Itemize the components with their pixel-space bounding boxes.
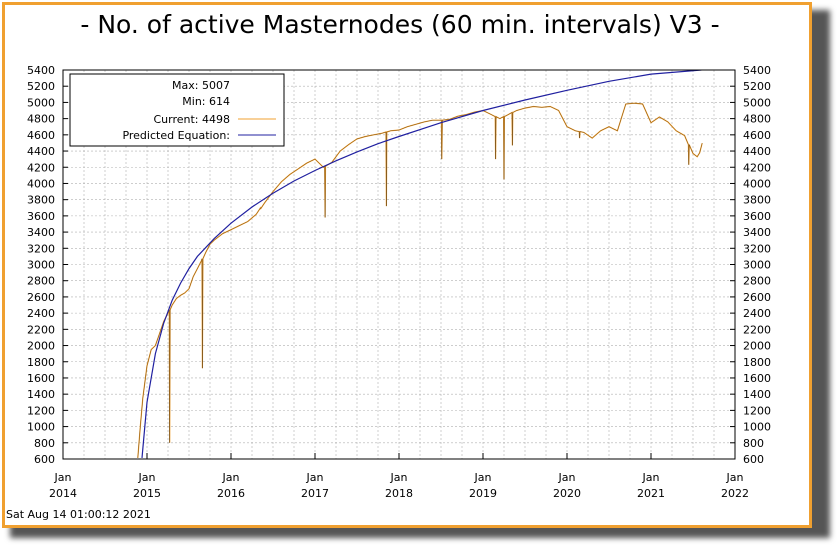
- y-tick-label-left: 2000: [27, 340, 55, 353]
- y-tick-label-left: 3000: [27, 259, 55, 272]
- x-tick-year: 2014: [49, 487, 77, 500]
- y-tick-label-left: 4000: [27, 177, 55, 190]
- legend-box: [69, 73, 285, 147]
- x-tick-month: Jan: [138, 471, 156, 484]
- x-tick-year: 2020: [553, 487, 581, 500]
- x-tick-month: Jan: [642, 471, 660, 484]
- y-tick-label-left: 3800: [27, 194, 55, 207]
- axis-ticks: 600 600 800 800 1000 1000 1200 1200 1400 1400 1600…: [27, 64, 771, 500]
- series-layer: [137, 70, 703, 458]
- x-tick-year: 2015: [133, 487, 161, 500]
- y-tick-label-right: 2200: [743, 323, 771, 336]
- legend-min: Min: 614: [182, 95, 230, 108]
- y-tick-label-left: 5000: [27, 96, 55, 109]
- y-tick-label-left: 1600: [27, 372, 55, 385]
- predicted-series: [141, 70, 702, 458]
- x-tick-month: Jan: [390, 471, 408, 484]
- y-tick-label-right: 4800: [743, 113, 771, 126]
- y-tick-label-right: 1600: [743, 372, 771, 385]
- y-tick-label-right: 2600: [743, 291, 771, 304]
- y-tick-label-right: 3800: [743, 194, 771, 207]
- y-tick-label-left: 4800: [27, 113, 55, 126]
- x-tick-year: 2016: [217, 487, 245, 500]
- y-tick-label-right: 2400: [743, 307, 771, 320]
- y-tick-label-left: 4200: [27, 161, 55, 174]
- y-tick-label-left: 4400: [27, 145, 55, 158]
- y-tick-label-right: 3600: [743, 210, 771, 223]
- y-tick-label-right: 1200: [743, 404, 771, 417]
- y-tick-label-left: 1000: [27, 421, 55, 434]
- x-tick-year: 2018: [385, 487, 413, 500]
- y-tick-label-left: 2800: [27, 275, 55, 288]
- x-tick-year: 2017: [301, 487, 329, 500]
- legend: Max: 5007 Min: 614 Current: 4498 Predict…: [69, 73, 285, 147]
- y-tick-label-right: 1400: [743, 388, 771, 401]
- y-tick-label-left: 600: [34, 453, 55, 466]
- y-tick-label-left: 3600: [27, 210, 55, 223]
- legend-max: Max: 5007: [172, 79, 230, 92]
- current-series: [137, 102, 703, 458]
- y-tick-label-right: 5200: [743, 80, 771, 93]
- y-tick-label-left: 5400: [27, 64, 55, 77]
- y-tick-label-left: 1400: [27, 388, 55, 401]
- y-tick-label-right: 800: [743, 437, 764, 450]
- y-tick-label-right: 1800: [743, 356, 771, 369]
- y-tick-label-left: 5200: [27, 80, 55, 93]
- x-tick-month: Jan: [726, 471, 744, 484]
- y-tick-label-right: 4400: [743, 145, 771, 158]
- x-tick-month: Jan: [474, 471, 492, 484]
- y-tick-label-right: 2800: [743, 275, 771, 288]
- y-tick-label-right: 3400: [743, 226, 771, 239]
- x-tick-month: Jan: [558, 471, 576, 484]
- y-tick-label-right: 600: [743, 453, 764, 466]
- y-tick-label-right: 3200: [743, 242, 771, 255]
- y-tick-label-left: 1800: [27, 356, 55, 369]
- y-tick-label-left: 800: [34, 437, 55, 450]
- x-tick-year: 2019: [469, 487, 497, 500]
- x-tick-month: Jan: [54, 471, 72, 484]
- x-tick-year: 2021: [637, 487, 665, 500]
- predicted-line: [141, 70, 702, 458]
- y-tick-label-right: 4600: [743, 129, 771, 142]
- legend-current: Current: 4498: [153, 113, 230, 126]
- y-tick-label-right: 4000: [743, 177, 771, 190]
- y-tick-label-right: 3000: [743, 259, 771, 272]
- y-tick-label-left: 1200: [27, 404, 55, 417]
- x-tick-month: Jan: [222, 471, 240, 484]
- y-tick-label-right: 5400: [743, 64, 771, 77]
- y-tick-label-right: 2000: [743, 340, 771, 353]
- chart-title: - No. of active Masternodes (60 min. int…: [80, 10, 720, 39]
- y-tick-label-left: 4600: [27, 129, 55, 142]
- y-tick-label-left: 2400: [27, 307, 55, 320]
- y-tick-label-right: 5000: [743, 96, 771, 109]
- x-tick-year: 2022: [721, 487, 749, 500]
- current-line-shadow: [137, 102, 703, 458]
- y-tick-label-right: 4200: [743, 161, 771, 174]
- legend-predicted: Predicted Equation:: [122, 129, 230, 142]
- y-tick-label-left: 2200: [27, 323, 55, 336]
- timestamp: Sat Aug 14 01:00:12 2021: [6, 508, 151, 521]
- x-tick-month: Jan: [306, 471, 324, 484]
- y-tick-label-left: 2600: [27, 291, 55, 304]
- y-tick-label-right: 1000: [743, 421, 771, 434]
- y-tick-label-left: 3400: [27, 226, 55, 239]
- y-tick-label-left: 3200: [27, 242, 55, 255]
